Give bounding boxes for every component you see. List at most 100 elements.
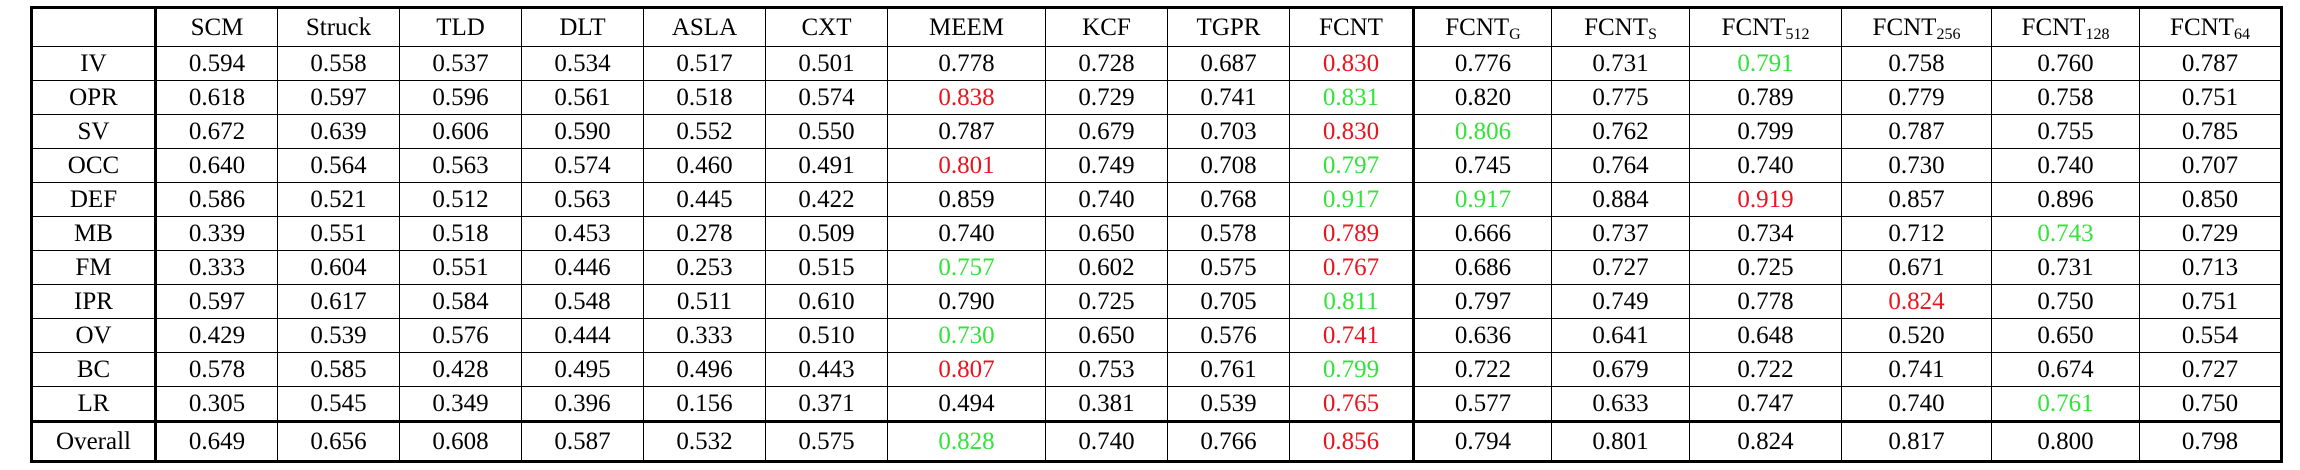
score-cell: 0.750 — [1991, 284, 2140, 319]
column-header-label: TLD — [436, 13, 485, 41]
attribute-label: IPR — [31, 284, 157, 319]
table-row: OV 0.429 0.539 0.576 0.444 0.333 0.510 0.730 0.6… — [31, 318, 2282, 353]
score-cell: 0.729 — [2139, 216, 2282, 251]
score-cell: 0.578 — [155, 352, 278, 387]
score-cell: 0.548 — [521, 284, 644, 319]
score-cell: 0.751 — [2139, 284, 2282, 319]
score-cell: 0.824 — [1841, 284, 1992, 319]
score-cell: 0.532 — [643, 420, 766, 462]
column-header: FCNT — [1289, 7, 1414, 47]
attribute-results-table: SCM Struck TLD DLT ASLA CXT MEEM KCF TGPR FCNT FCN… — [30, 6, 2283, 463]
score-cell: 0.753 — [1045, 352, 1168, 387]
score-cell: 0.511 — [643, 284, 766, 319]
score-cell: 0.801 — [887, 148, 1046, 183]
score-cell: 0.650 — [1045, 216, 1168, 251]
column-header-label: SCM — [190, 13, 244, 41]
score-cell: 0.550 — [765, 114, 888, 149]
header-corner-cell — [31, 7, 157, 47]
score-cell: 0.587 — [521, 420, 644, 462]
score-cell: 0.537 — [399, 46, 522, 81]
column-header: FCNT64 — [2139, 7, 2282, 47]
table-row: DEF 0.586 0.521 0.512 0.563 0.445 0.422 0.859 0.… — [31, 182, 2282, 217]
score-cell: 0.768 — [1167, 182, 1290, 217]
attribute-label: FM — [31, 250, 157, 285]
attribute-label: DEF — [31, 182, 157, 217]
score-cell: 0.734 — [1689, 216, 1842, 251]
score-cell: 0.778 — [1689, 284, 1842, 319]
score-cell: 0.610 — [765, 284, 888, 319]
score-cell: 0.785 — [2139, 114, 2282, 149]
score-cell: 0.518 — [643, 80, 766, 115]
score-cell: 0.731 — [1991, 250, 2140, 285]
score-cell: 0.750 — [2139, 386, 2282, 422]
score-cell: 0.460 — [643, 148, 766, 183]
column-header: KCF — [1045, 7, 1168, 47]
score-cell: 0.520 — [1841, 318, 1992, 353]
column-header-label: DLT — [559, 13, 606, 41]
table-row: IPR 0.597 0.617 0.584 0.548 0.511 0.610 0.790 0.… — [31, 284, 2282, 319]
score-cell: 0.798 — [2139, 420, 2282, 462]
score-cell: 0.790 — [887, 284, 1046, 319]
score-cell: 0.722 — [1412, 352, 1552, 387]
score-cell: 0.761 — [1991, 386, 2140, 422]
score-cell: 0.758 — [1841, 46, 1992, 81]
attribute-label: MB — [31, 216, 157, 251]
score-cell: 0.349 — [399, 386, 522, 422]
score-cell: 0.766 — [1167, 420, 1290, 462]
score-cell: 0.740 — [1045, 182, 1168, 217]
score-cell: 0.428 — [399, 352, 522, 387]
column-header-label: FCNT — [1721, 13, 1786, 41]
score-cell: 0.740 — [1991, 148, 2140, 183]
score-cell: 0.679 — [1045, 114, 1168, 149]
score-cell: 0.564 — [277, 148, 400, 183]
score-cell: 0.534 — [521, 46, 644, 81]
attribute-label: LR — [31, 386, 157, 422]
score-cell: 0.584 — [399, 284, 522, 319]
score-cell: 0.741 — [1841, 352, 1992, 387]
score-cell: 0.730 — [1841, 148, 1992, 183]
score-cell: 0.741 — [1167, 80, 1290, 115]
score-cell: 0.633 — [1551, 386, 1690, 422]
column-header: TLD — [399, 7, 522, 47]
attribute-label: OV — [31, 318, 157, 353]
score-cell: 0.495 — [521, 352, 644, 387]
score-cell: 0.820 — [1412, 80, 1552, 115]
score-cell: 0.778 — [887, 46, 1046, 81]
score-cell: 0.443 — [765, 352, 888, 387]
score-cell: 0.554 — [2139, 318, 2282, 353]
score-cell: 0.604 — [277, 250, 400, 285]
header-row: SCM Struck TLD DLT ASLA CXT MEEM KCF TGPR FCNT FCN… — [31, 7, 2282, 47]
score-cell: 0.740 — [1045, 420, 1168, 462]
column-header-label: MEEM — [929, 13, 1004, 41]
score-cell: 0.576 — [1167, 318, 1290, 353]
score-cell: 0.765 — [1289, 386, 1414, 422]
score-cell: 0.574 — [765, 80, 888, 115]
score-cell: 0.838 — [887, 80, 1046, 115]
attribute-label: OPR — [31, 80, 157, 115]
score-cell: 0.590 — [521, 114, 644, 149]
score-cell: 0.884 — [1551, 182, 1690, 217]
score-cell: 0.919 — [1689, 182, 1842, 217]
column-header-subscript: 256 — [1936, 25, 1961, 43]
score-cell: 0.740 — [1841, 386, 1992, 422]
score-cell: 0.666 — [1412, 216, 1552, 251]
score-cell: 0.850 — [2139, 182, 2282, 217]
column-header: FCNT512 — [1689, 7, 1842, 47]
score-cell: 0.674 — [1991, 352, 2140, 387]
score-cell: 0.305 — [155, 386, 278, 422]
score-cell: 0.422 — [765, 182, 888, 217]
column-header: MEEM — [887, 7, 1046, 47]
column-header-label: Struck — [305, 13, 372, 41]
score-cell: 0.787 — [887, 114, 1046, 149]
score-cell: 0.649 — [155, 420, 278, 462]
score-cell: 0.333 — [643, 318, 766, 353]
score-cell: 0.896 — [1991, 182, 2140, 217]
score-cell: 0.740 — [887, 216, 1046, 251]
score-cell: 0.521 — [277, 182, 400, 217]
score-cell: 0.789 — [1289, 216, 1414, 251]
table-body: IV 0.594 0.558 0.537 0.534 0.517 0.501 0.778 0.7… — [31, 46, 2282, 462]
score-cell: 0.444 — [521, 318, 644, 353]
score-cell: 0.539 — [277, 318, 400, 353]
score-cell: 0.597 — [277, 80, 400, 115]
table-row: IV 0.594 0.558 0.537 0.534 0.517 0.501 0.778 0.7… — [31, 46, 2282, 81]
